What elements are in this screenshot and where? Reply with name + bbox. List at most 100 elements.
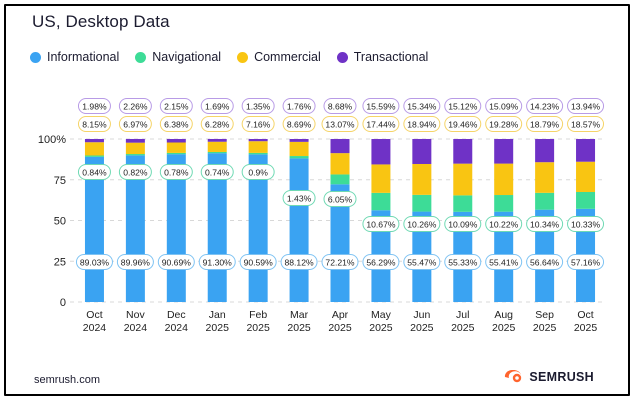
data-label-informational-pill	[362, 254, 400, 270]
bar-transactional	[125, 138, 145, 143]
data-label-transactional: 1.76%	[287, 102, 312, 112]
bar-navigational	[289, 156, 309, 159]
data-label-navigational: 0.82%	[123, 168, 148, 178]
x-tick-month: Mar	[290, 309, 309, 321]
legend-item-transactional: Transactional	[336, 50, 429, 64]
data-label-transactional: 1.35%	[246, 102, 271, 112]
bar-transactional	[412, 138, 432, 164]
data-label-commercial: 18.94%	[407, 120, 437, 130]
data-label-navigational-pill	[567, 216, 605, 232]
data-label-transactional-pill	[526, 98, 564, 114]
data-label-navigational-pill	[444, 216, 482, 232]
x-tick-year: 2025	[328, 322, 352, 334]
x-tick-year: 2025	[492, 322, 516, 334]
brand-name: SEMRUSH	[529, 370, 594, 384]
legend-item-navigational: Navigational	[135, 50, 221, 64]
data-label-navigational: 10.67%	[366, 220, 396, 230]
data-label-informational-pill	[239, 254, 277, 270]
bar-transactional	[535, 139, 555, 163]
chart-title: US, Desktop Data	[32, 12, 170, 31]
bar-transactional	[494, 139, 514, 164]
y-tick-label: 0	[60, 297, 66, 309]
data-label-transactional-pill	[485, 98, 523, 114]
x-tick-year: 2025	[451, 322, 475, 334]
legend-label-commercial: Commercial	[254, 50, 321, 64]
x-tick-year: 2025	[410, 322, 434, 334]
data-label-transactional-pill	[282, 98, 316, 114]
data-label-informational: 55.33%	[448, 258, 478, 268]
data-label-informational-pill	[444, 254, 482, 270]
data-label-informational: 57.16%	[571, 258, 601, 268]
x-tick-month: Jan	[209, 309, 226, 321]
chart-card: US, Desktop Data Informational Navigation…	[4, 4, 630, 396]
bar-navigational	[84, 155, 104, 157]
x-tick-month: May	[371, 309, 392, 321]
data-label-commercial-pill	[200, 116, 234, 132]
legend-label-informational: Informational	[47, 50, 120, 64]
bar-transactional	[371, 139, 391, 165]
data-label-informational-pill	[198, 254, 236, 270]
data-label-transactional-pill	[567, 98, 605, 114]
data-label-navigational: 10.09%	[448, 220, 478, 230]
x-tick-year: 2025	[287, 322, 311, 334]
bar-commercial	[207, 141, 227, 152]
bar-navigational	[166, 152, 186, 155]
data-label-navigational: 0.74%	[205, 168, 230, 178]
data-label-commercial-pill	[241, 116, 275, 132]
data-label-commercial-pill	[403, 116, 441, 132]
y-tick-label: 100%	[38, 134, 66, 146]
x-tick-month: Apr	[332, 309, 349, 321]
data-label-navigational: 0.9%	[248, 168, 268, 178]
data-label-transactional: 8.68%	[328, 102, 353, 112]
data-label-informational-pill	[526, 254, 564, 270]
x-tick-month: Oct	[86, 309, 102, 321]
bar-commercial	[84, 142, 104, 156]
data-label-commercial-pill	[526, 116, 564, 132]
data-label-navigational-pill	[526, 216, 564, 232]
data-label-commercial: 6.28%	[205, 120, 230, 130]
legend-label-transactional: Transactional	[353, 50, 429, 64]
data-label-informational: 91.30%	[203, 258, 233, 268]
data-label-commercial-pill	[362, 116, 400, 132]
data-label-navigational-pill	[77, 164, 111, 180]
legend-item-informational: Informational	[30, 50, 119, 64]
legend: Informational Navigational Commercial Trans…	[30, 50, 428, 64]
data-label-navigational-pill	[403, 216, 441, 232]
data-label-navigational: 10.22%	[489, 220, 519, 230]
data-label-commercial-pill	[118, 116, 152, 132]
data-label-transactional: 1.98%	[82, 102, 107, 112]
x-tick-month: Nov	[126, 309, 145, 321]
data-label-commercial: 18.79%	[530, 120, 560, 130]
bar-commercial	[453, 163, 473, 196]
data-label-informational-pill	[321, 254, 359, 270]
data-label-informational-pill	[75, 254, 113, 270]
brand-logo: SEMRUSH	[504, 370, 594, 384]
data-label-informational: 88.12%	[284, 258, 314, 268]
bar-transactional	[289, 139, 309, 142]
bar-transactional	[248, 139, 268, 142]
data-label-transactional-pill	[159, 98, 193, 114]
legend-item-commercial: Commercial	[237, 50, 321, 64]
data-label-commercial: 13.07%	[325, 120, 355, 130]
x-tick-year: 2025	[246, 322, 270, 334]
bar-commercial	[535, 162, 555, 193]
data-label-commercial: 19.46%	[448, 120, 478, 130]
semrush-fire-logo-icon	[505, 370, 522, 383]
data-label-transactional: 15.34%	[407, 102, 437, 112]
bar-navigational	[371, 192, 391, 211]
data-label-commercial-pill	[282, 116, 316, 132]
y-tick-label: 25	[54, 256, 66, 268]
bar-navigational	[576, 191, 596, 209]
x-tick-month: Dec	[167, 309, 186, 321]
bar-commercial	[289, 141, 309, 157]
y-tick-label: 75	[54, 175, 66, 187]
data-label-transactional-pill	[444, 98, 482, 114]
data-label-transactional: 2.26%	[123, 102, 148, 112]
bar-navigational	[453, 195, 473, 212]
bar-transactional	[84, 139, 104, 143]
data-label-commercial: 18.57%	[571, 120, 601, 130]
bar-navigational	[125, 154, 145, 156]
data-label-navigational: 0.78%	[164, 168, 189, 178]
data-label-navigational-pill	[485, 216, 523, 232]
bar-navigational	[535, 192, 555, 210]
